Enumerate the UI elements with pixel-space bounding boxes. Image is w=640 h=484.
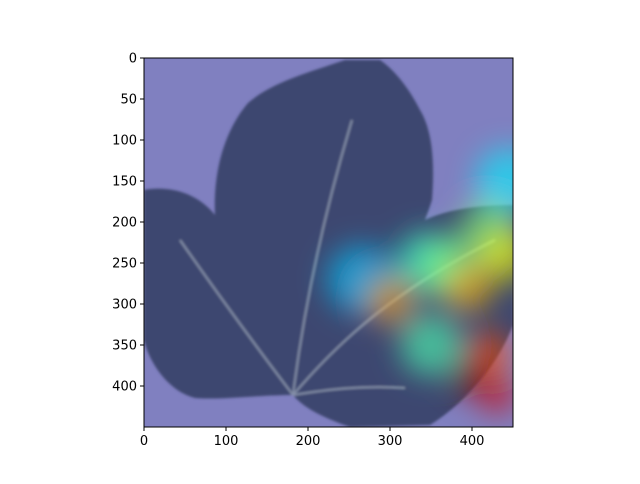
plot-frame: [143, 57, 514, 428]
heatmap-hotspot: [365, 275, 415, 325]
y-tick-label: 0: [129, 52, 137, 67]
y-tick-label: 150: [112, 175, 137, 190]
x-tick-label: 300: [378, 434, 403, 449]
y-tick-label: 400: [112, 380, 137, 395]
y-tick-label: 250: [112, 257, 137, 272]
x-tick-label: 0: [140, 434, 148, 449]
x-tick-label: 200: [296, 434, 321, 449]
heatmap-hotspot: [475, 147, 513, 215]
heatmap-hotspot: [449, 359, 486, 396]
plot-area: [144, 58, 513, 427]
y-tick-label: 200: [112, 216, 137, 231]
y-tick-label: 300: [112, 298, 137, 313]
leaf-vein-main: [292, 119, 353, 396]
x-tick-label: 400: [460, 434, 485, 449]
heatmap-hotspot: [399, 313, 463, 377]
heatmap-hotspot: [477, 227, 513, 282]
x-axis: 0 100 200 300 400: [140, 427, 485, 449]
y-tick-label: 350: [112, 339, 137, 354]
y-tick-label: 50: [120, 93, 137, 108]
y-axis: 0 50 100 150 200 250 300 350 400: [112, 52, 144, 395]
x-tick-label: 100: [214, 434, 239, 449]
heatmap-overlay: [326, 147, 513, 415]
leaf-vein-left: [179, 239, 294, 396]
heatmap-hotspot: [476, 374, 513, 415]
heatmap-hotspot: [442, 262, 494, 313]
y-tick-label: 100: [112, 134, 137, 149]
leaf-vein-lower: [292, 386, 406, 396]
